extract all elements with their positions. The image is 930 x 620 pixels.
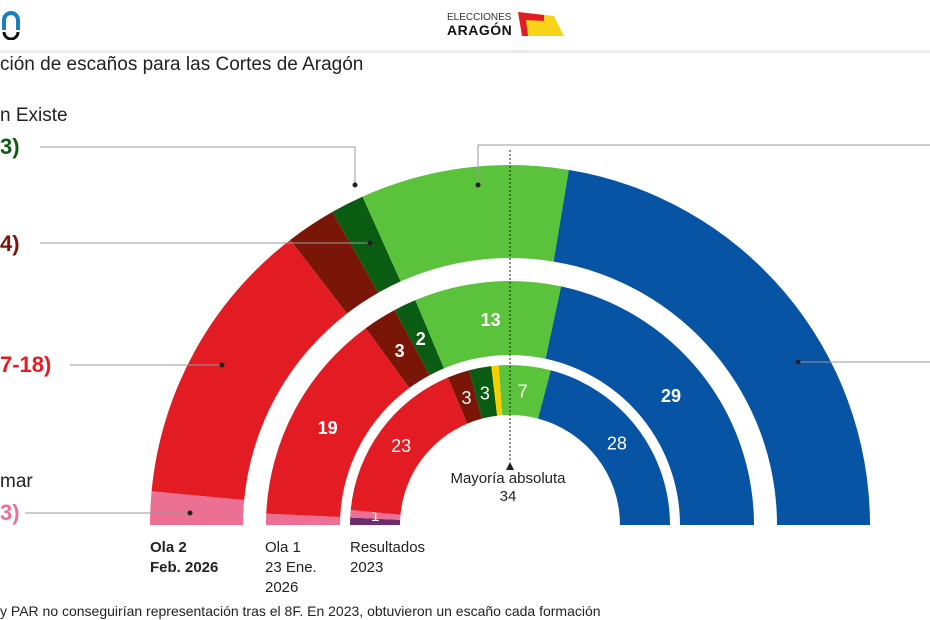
party-value-podemos: 3)	[0, 500, 20, 525]
ring-label-line: Feb. 2026	[150, 559, 219, 576]
seat-segment-cha	[365, 309, 430, 388]
ring-label-ola2: Ola 2 Feb. 2026	[150, 538, 218, 578]
party-name-podemos: mar	[0, 471, 33, 492]
ring-label-line: Ola 2	[150, 539, 187, 556]
seat-segment-pp	[553, 169, 870, 525]
seat-label-pp: 29	[661, 386, 681, 406]
party-value-psoe: 7-18)	[0, 352, 52, 377]
seat-segment-cha	[290, 211, 379, 314]
seat-label-vox: 13	[481, 310, 501, 330]
seat-segment-vox	[362, 165, 569, 282]
elecciones-aragon-logo: ELECCIONES ARAGÓN	[447, 12, 513, 38]
seat-segment-vox	[498, 365, 551, 419]
ring-label-line: 2026	[265, 579, 299, 596]
aragon-flag-logo-icon	[518, 12, 564, 36]
seat-segment-vox	[415, 280, 562, 369]
ring-label-line: 2023	[350, 559, 384, 576]
party-value-te: 3)	[0, 134, 20, 159]
majority-value: 34	[499, 488, 517, 505]
seat-segment-psoe	[266, 328, 410, 518]
seat-segment-iu	[350, 517, 401, 525]
seat-label-vox: 7	[518, 382, 528, 402]
chart-title: ción de escaños para las Cortes de Aragó…	[0, 54, 364, 75]
majority-label: Mayoría absoluta	[450, 470, 566, 487]
leader-line-vox-dot	[475, 182, 481, 188]
seat-label-te: 3	[480, 383, 490, 403]
seat-segment-te	[394, 300, 445, 376]
seat-segment-pp	[545, 286, 754, 525]
seat-segment-te	[469, 366, 498, 419]
leader-line-psoe-dot	[219, 362, 225, 368]
seat-label-podemos: 1	[371, 508, 379, 525]
seat-segment-pp	[538, 370, 670, 525]
seat-label-cha: 3	[395, 341, 405, 361]
seat-label-pp: 28	[607, 434, 627, 454]
seat-label-te: 2	[416, 329, 426, 349]
leader-line-te-dot	[352, 182, 358, 188]
ring-label-line: Resultados	[350, 539, 426, 556]
ring-label-2023: Resultados 2023	[350, 538, 425, 578]
logo-top-text: ELECCIONES	[447, 12, 512, 23]
seat-label-cha: 3	[461, 388, 471, 408]
seat-segment-psoe	[151, 239, 348, 500]
seat-label-psoe: 23	[391, 436, 411, 456]
seat-segment-psoe	[350, 377, 468, 515]
majority-arrow-icon	[506, 462, 514, 470]
seat-label-psoe: 19	[318, 418, 338, 438]
leader-line-te	[40, 146, 356, 185]
header-bar: ELECCIONES ARAGÓN	[0, 0, 930, 53]
leader-line-podemos-dot	[187, 510, 193, 516]
seat-segment-podemos	[266, 513, 341, 525]
leader-line-pp-dot	[795, 359, 801, 365]
brand-logo	[1, 11, 20, 40]
ring-label-line: Ola 1	[265, 539, 301, 556]
seat-segment-podemos	[150, 491, 245, 525]
leader-line-vox	[477, 144, 930, 185]
party-value-cha: 4)	[0, 231, 20, 256]
ring-label-ola1: Ola 1 23 Ene. 2026	[265, 538, 317, 598]
seat-segment-cha	[447, 370, 482, 424]
seat-segment-te	[332, 196, 401, 293]
majority-annotation: Mayoría absoluta 34	[448, 470, 568, 506]
seat-segment-par	[491, 365, 503, 416]
footnote: y PAR no conseguirían representación tra…	[0, 603, 601, 619]
ring-label-line: 23 Ene.	[265, 559, 317, 576]
seat-segment-podemos	[350, 510, 401, 520]
leader-line-cha-dot	[367, 240, 373, 246]
party-name-te: n Existe	[0, 105, 68, 126]
logo-bottom-text: ARAGÓN	[447, 22, 513, 38]
